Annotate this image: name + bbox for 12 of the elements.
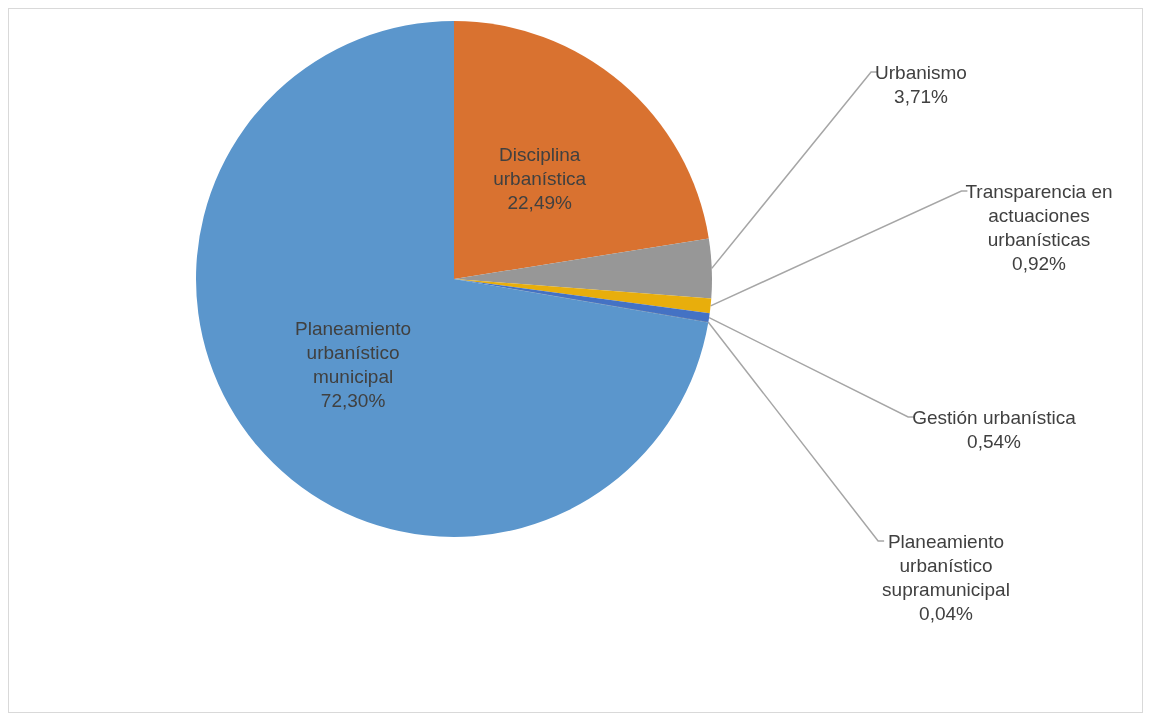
data-label: 0,54% (967, 430, 1022, 452)
slice-label: Planeamiento urbanístico municipal (294, 317, 412, 387)
slice-label: Gestión urbanística (912, 406, 1077, 428)
data-label: 0,04% (919, 602, 974, 624)
slice-label: Disciplina urbanística (493, 144, 587, 190)
data-label: 3,71% (894, 85, 949, 107)
slice-label: Urbanismo (875, 61, 967, 83)
slice-label: Transparencia en actuaciones urbanísticas (965, 180, 1113, 250)
data-label: 72,30% (320, 389, 386, 411)
slice-label: Planeamiento urbanístico supramunicipal (882, 530, 1010, 600)
data-label: 0,92% (1012, 252, 1067, 274)
data-label: 22,49% (507, 192, 573, 214)
